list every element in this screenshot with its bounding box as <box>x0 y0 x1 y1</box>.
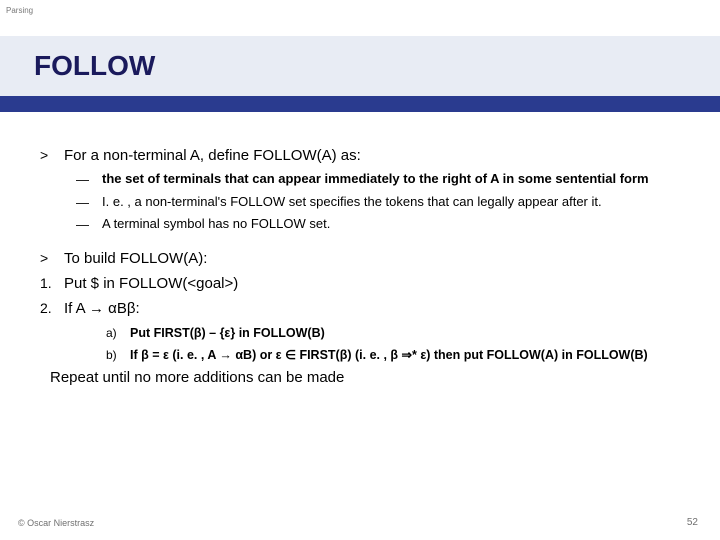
bullet-marker: > <box>40 146 64 165</box>
lettered-item: b) If β = ε (i. e. , A → αB) or ε ∈ FIRS… <box>106 347 680 363</box>
bullet-marker: a) <box>106 325 130 341</box>
bullet-text: I. e. , a non-terminal's FOLLOW set spec… <box>102 194 680 211</box>
slide: Parsing FOLLOW > For a non-terminal A, d… <box>0 0 720 540</box>
bullet-marker: > <box>40 249 64 268</box>
bullet-marker: 2. <box>40 299 64 318</box>
bullet-marker: — <box>76 216 102 233</box>
numbered-item: 2. If A → αBβ: <box>40 299 680 318</box>
bullet-text: Put FIRST(β) – {ε} in FOLLOW(B) <box>130 325 680 341</box>
lettered-item: a) Put FIRST(β) – {ε} in FOLLOW(B) <box>106 325 680 341</box>
bullet-marker: 1. <box>40 274 64 293</box>
bullet-text: Put $ in FOLLOW(<goal>) <box>64 274 680 293</box>
bullet-level1: > For a non-terminal A, define FOLLOW(A)… <box>40 146 680 165</box>
content-area: > For a non-terminal A, define FOLLOW(A)… <box>40 146 680 386</box>
bullet-level2: — I. e. , a non-terminal's FOLLOW set sp… <box>76 194 680 211</box>
bullet-text: the set of terminals that can appear imm… <box>102 171 680 188</box>
bullet-level2: — A terminal symbol has no FOLLOW set. <box>76 216 680 233</box>
page-number: 52 <box>687 517 698 528</box>
slide-title: FOLLOW <box>34 50 155 82</box>
bullet-marker: — <box>76 171 102 188</box>
bullet-text: To build FOLLOW(A): <box>64 249 680 268</box>
bullet-marker: — <box>76 194 102 211</box>
accent-bar <box>0 96 720 112</box>
numbered-item: 1. Put $ in FOLLOW(<goal>) <box>40 274 680 293</box>
spacer <box>40 239 680 249</box>
bullet-text: For a non-terminal A, define FOLLOW(A) a… <box>64 146 680 165</box>
bullet-text: If A → αBβ: <box>64 299 680 318</box>
bullet-text: A terminal symbol has no FOLLOW set. <box>102 216 680 233</box>
topic-label: Parsing <box>6 6 33 15</box>
bullet-text: If β = ε (i. e. , A → αB) or ε ∈ FIRST(β… <box>130 347 680 363</box>
footer-copyright: © Oscar Nierstrasz <box>18 518 94 528</box>
bullet-level1: > To build FOLLOW(A): <box>40 249 680 268</box>
bullet-level2: — the set of terminals that can appear i… <box>76 171 680 188</box>
repeat-line: Repeat until no more additions can be ma… <box>50 369 680 386</box>
bullet-marker: b) <box>106 347 130 363</box>
title-band: FOLLOW <box>0 36 720 96</box>
